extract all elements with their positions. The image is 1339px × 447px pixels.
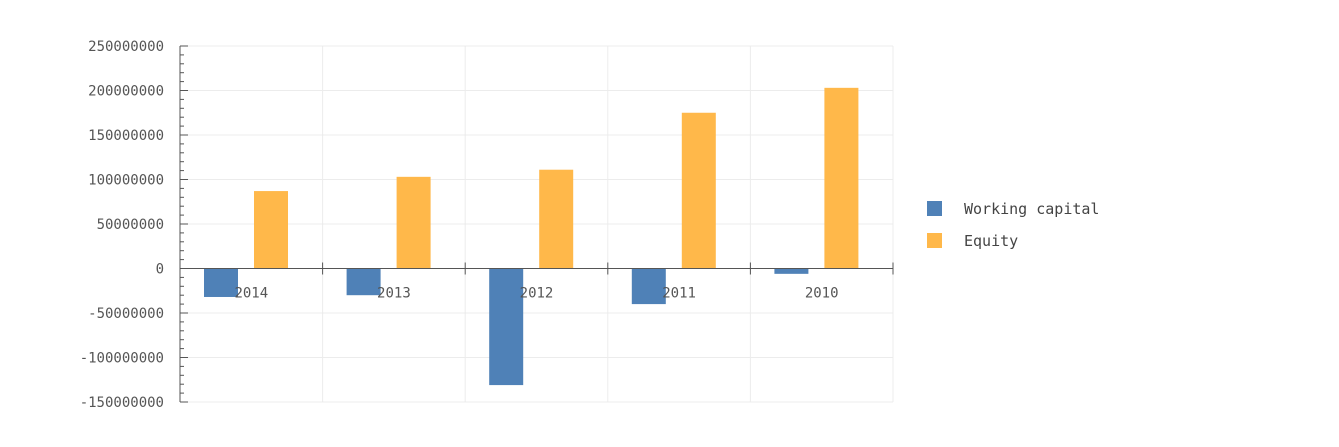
x-category-label: 2012 [520, 286, 554, 302]
legend: Working capital Equity [927, 200, 1099, 250]
y-tick-label: 50000000 [97, 217, 164, 233]
axis-labels: 250000000 200000000 150000000 100000000 5000… [80, 39, 839, 411]
bar-working-capital-2011 [631, 268, 666, 305]
y-tick-label: -50000000 [88, 306, 164, 322]
bar-working-capital-2014 [204, 268, 238, 297]
y-tick-label: 200000000 [88, 84, 164, 100]
y-tick-label: 250000000 [88, 39, 164, 55]
y-tick-label: 150000000 [88, 128, 164, 144]
bar-equity-2011 [681, 112, 716, 269]
bar-working-capital-2013 [346, 268, 381, 296]
legend-swatch [927, 233, 942, 248]
y-tick-label: -150000000 [80, 395, 164, 411]
legend-swatch [927, 201, 942, 216]
bar-working-capital-2010 [774, 268, 809, 274]
x-category-label: 2013 [377, 286, 411, 302]
legend-label: Working capital [964, 200, 1099, 218]
bar-equity-2014 [254, 191, 288, 269]
y-tick-label: 0 [156, 262, 164, 278]
bar-equity-2013 [396, 176, 431, 269]
legend-label: Equity [964, 232, 1018, 250]
x-category-label: 2011 [662, 286, 696, 302]
bar-equity-2010 [824, 87, 859, 269]
bars [204, 87, 859, 386]
y-tick-label: -100000000 [80, 351, 164, 367]
axes [179, 45, 894, 403]
x-category-label: 2010 [805, 286, 839, 302]
x-category-label: 2014 [234, 286, 268, 302]
y-tick-label: 100000000 [88, 173, 164, 189]
bar-working-capital-2012 [489, 268, 524, 386]
bar-equity-2012 [539, 169, 574, 269]
